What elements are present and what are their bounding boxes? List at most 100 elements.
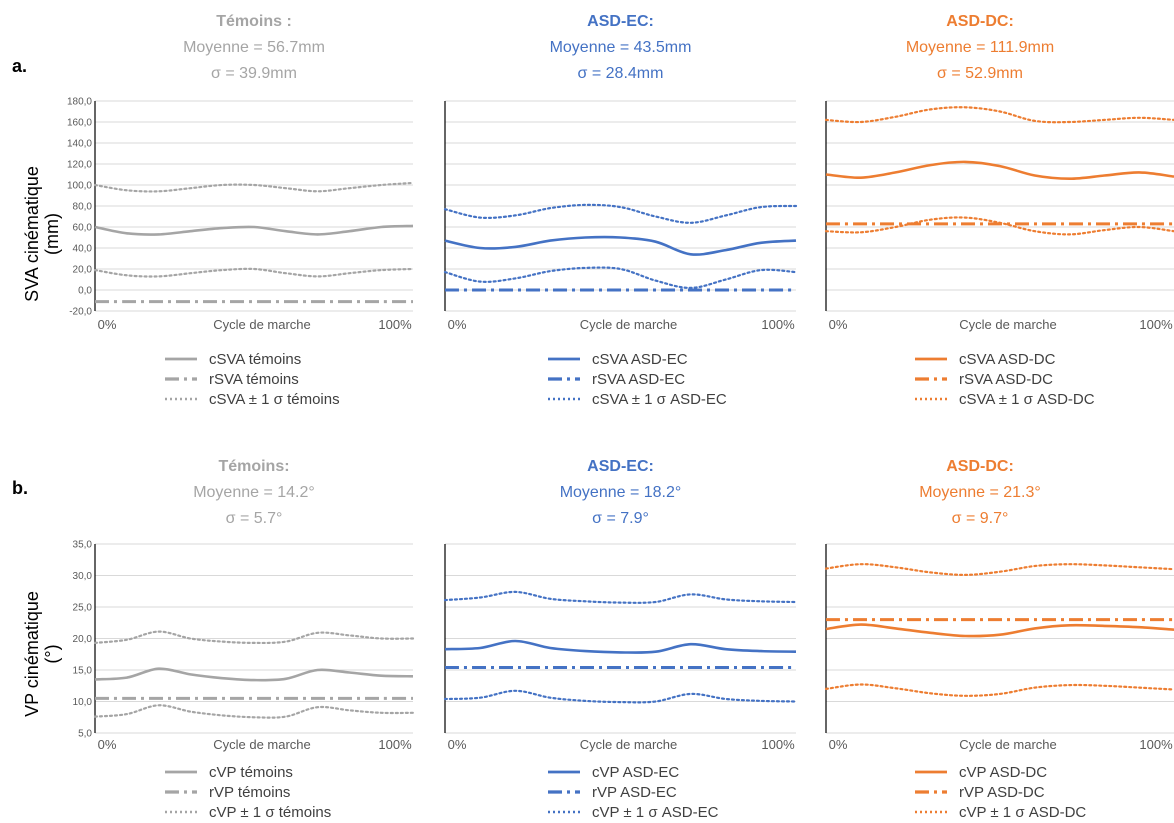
series-line-lower-bound [93, 267, 415, 278]
chart-subtitle: Moyenne = 111.9mm [906, 39, 1054, 56]
legend-label: cVP ASD-DC [959, 764, 1047, 781]
legend-label: rVP ASD-EC [592, 784, 677, 801]
series-line-csva-t-moins [94, 224, 414, 236]
series-line-csva-asd-ec [444, 235, 797, 256]
y-tick-label: 100,0 [67, 181, 92, 192]
y-tick-label: 10,0 [73, 697, 93, 708]
y-tick-label: 80,0 [73, 202, 93, 213]
series-line-csva-asd-dc [825, 160, 1174, 181]
chart-title: ASD-EC: [587, 13, 654, 30]
legend-label: cSVA ± 1 σ ASD-DC [959, 391, 1095, 408]
x-axis-title: Cycle de marche [959, 317, 1057, 332]
x-tick-label-start: 0% [98, 317, 117, 332]
legend-label: cSVA témoins [209, 351, 301, 368]
row-a-ylabel: SVA cinématique (mm) [22, 166, 62, 302]
chart-panel-3: 0% Cycle de marche 100% ASD-DC: Moyenne = 11… [824, 13, 1174, 408]
chart-panel-5: 0% Cycle de marche 100% ASD-EC: Moyenne = 18… [443, 458, 798, 821]
series-line-lower-bound [443, 689, 798, 704]
x-tick-label-end: 100% [1139, 317, 1173, 332]
legend-label: rVP ASD-DC [959, 784, 1045, 801]
row-b-ylabel: VP cinématique (°) [22, 591, 62, 717]
y-tick-label: 25,0 [73, 603, 93, 614]
y-tick-label: 120,0 [67, 160, 92, 171]
chart-panel-4: 5,0 10,0 15,0 20,0 25,0 30,0 35,0 0% Cycle de ma… [73, 458, 415, 821]
chart-subtitle: σ = 7.9° [592, 510, 649, 527]
row-b-ylabel-line1: VP cinématique [22, 591, 42, 717]
series-line-cvp-1-t-moins [93, 630, 415, 645]
chart-subtitle: Moyenne = 43.5mm [550, 39, 692, 56]
x-axis-title: Cycle de marche [213, 737, 311, 752]
y-tick-label: 15,0 [73, 666, 93, 677]
charts-layer: -20,0 0,0 20,0 40,0 60,0 80,0 100,0 120,0 140,0 1… [67, 13, 1174, 821]
chart-subtitle: σ = 52.9mm [937, 65, 1023, 82]
x-axis-title: Cycle de marche [959, 737, 1057, 752]
x-tick-label-end: 100% [378, 737, 412, 752]
series-line-cvp-1-asd-ec [443, 590, 798, 604]
y-tick-label: 140,0 [67, 139, 92, 150]
y-tick-label: 35,0 [73, 540, 93, 551]
y-tick-label: 20,0 [73, 265, 93, 276]
series-line-lower-bound [824, 216, 1174, 236]
series-line-csva-1-t-moins [93, 181, 415, 193]
chart-title: Témoins: [218, 458, 289, 475]
chart-subtitle: Moyenne = 56.7mm [183, 39, 325, 56]
series-line-cvp-asd-dc [825, 623, 1174, 638]
x-tick-label-start: 0% [829, 317, 848, 332]
legend-label: rSVA ASD-DC [959, 371, 1053, 388]
legend-label: cVP ± 1 σ témoins [209, 804, 331, 821]
legend-label: cSVA ASD-DC [959, 351, 1056, 368]
chart-title: ASD-EC: [587, 458, 654, 475]
series-line-cvp-asd-ec [444, 639, 797, 654]
chart-panel-1: -20,0 0,0 20,0 40,0 60,0 80,0 100,0 120,0 140,0 1… [67, 13, 415, 408]
y-tick-label: 180,0 [67, 97, 92, 108]
legend-label: rVP témoins [209, 784, 290, 801]
x-tick-label-start: 0% [98, 737, 117, 752]
chart-subtitle: Moyenne = 18.2° [560, 484, 682, 501]
x-tick-label-start: 0% [448, 737, 467, 752]
x-tick-label-end: 100% [761, 737, 795, 752]
chart-subtitle: σ = 5.7° [226, 510, 283, 527]
legend-label: cVP ± 1 σ ASD-DC [959, 804, 1086, 821]
y-tick-label: 30,0 [73, 571, 93, 582]
x-axis-title: Cycle de marche [580, 317, 678, 332]
chart-panel-6: 0% Cycle de marche 100% ASD-DC: Moyenne = 21… [824, 458, 1174, 821]
y-tick-label: 5,0 [78, 729, 92, 740]
legend-label: cSVA ASD-EC [592, 351, 688, 368]
series-line-cvp-t-moins [94, 667, 414, 682]
x-axis-title: Cycle de marche [213, 317, 311, 332]
x-tick-label-start: 0% [829, 737, 848, 752]
chart-panel-2: 0% Cycle de marche 100% ASD-EC: Moyenne = 43… [443, 13, 798, 408]
chart-title: ASD-DC: [946, 458, 1014, 475]
x-axis-title: Cycle de marche [580, 737, 678, 752]
chart-subtitle: σ = 39.9mm [211, 65, 297, 82]
x-tick-label-end: 100% [378, 317, 412, 332]
legend-label: cSVA ± 1 σ ASD-EC [592, 391, 727, 408]
panel-label-a: a. [12, 56, 27, 76]
y-tick-label: 160,0 [67, 118, 92, 129]
y-tick-label: 60,0 [73, 223, 93, 234]
series-line-lower-bound [93, 704, 415, 719]
x-tick-label-end: 100% [761, 317, 795, 332]
panel-label-b: b. [12, 478, 28, 498]
row-a-ylabel-line1: SVA cinématique [22, 166, 42, 302]
chart-subtitle: Moyenne = 14.2° [193, 484, 315, 501]
x-tick-label-end: 100% [1139, 737, 1173, 752]
chart-title: ASD-DC: [946, 13, 1014, 30]
y-tick-label: 0,0 [78, 286, 92, 297]
series-line-cvp-1-asd-dc [824, 563, 1174, 577]
chart-subtitle: σ = 28.4mm [578, 65, 664, 82]
row-a-ylabel-line2: (mm) [42, 213, 62, 255]
y-tick-label: -20,0 [69, 307, 92, 318]
legend-label: rSVA témoins [209, 371, 299, 388]
series-line-csva-1-asd-ec [443, 203, 798, 224]
chart-subtitle: Moyenne = 21.3° [919, 484, 1041, 501]
series-line-lower-bound [824, 683, 1174, 697]
legend-label: cVP ± 1 σ ASD-EC [592, 804, 719, 821]
series-line-csva-1-asd-dc [824, 106, 1174, 124]
row-b-ylabel-line2: (°) [42, 644, 62, 663]
x-tick-label-start: 0% [448, 317, 467, 332]
chart-subtitle: σ = 9.7° [952, 510, 1009, 527]
legend-label: cVP ASD-EC [592, 764, 679, 781]
chart-title: Témoins : [216, 13, 292, 30]
